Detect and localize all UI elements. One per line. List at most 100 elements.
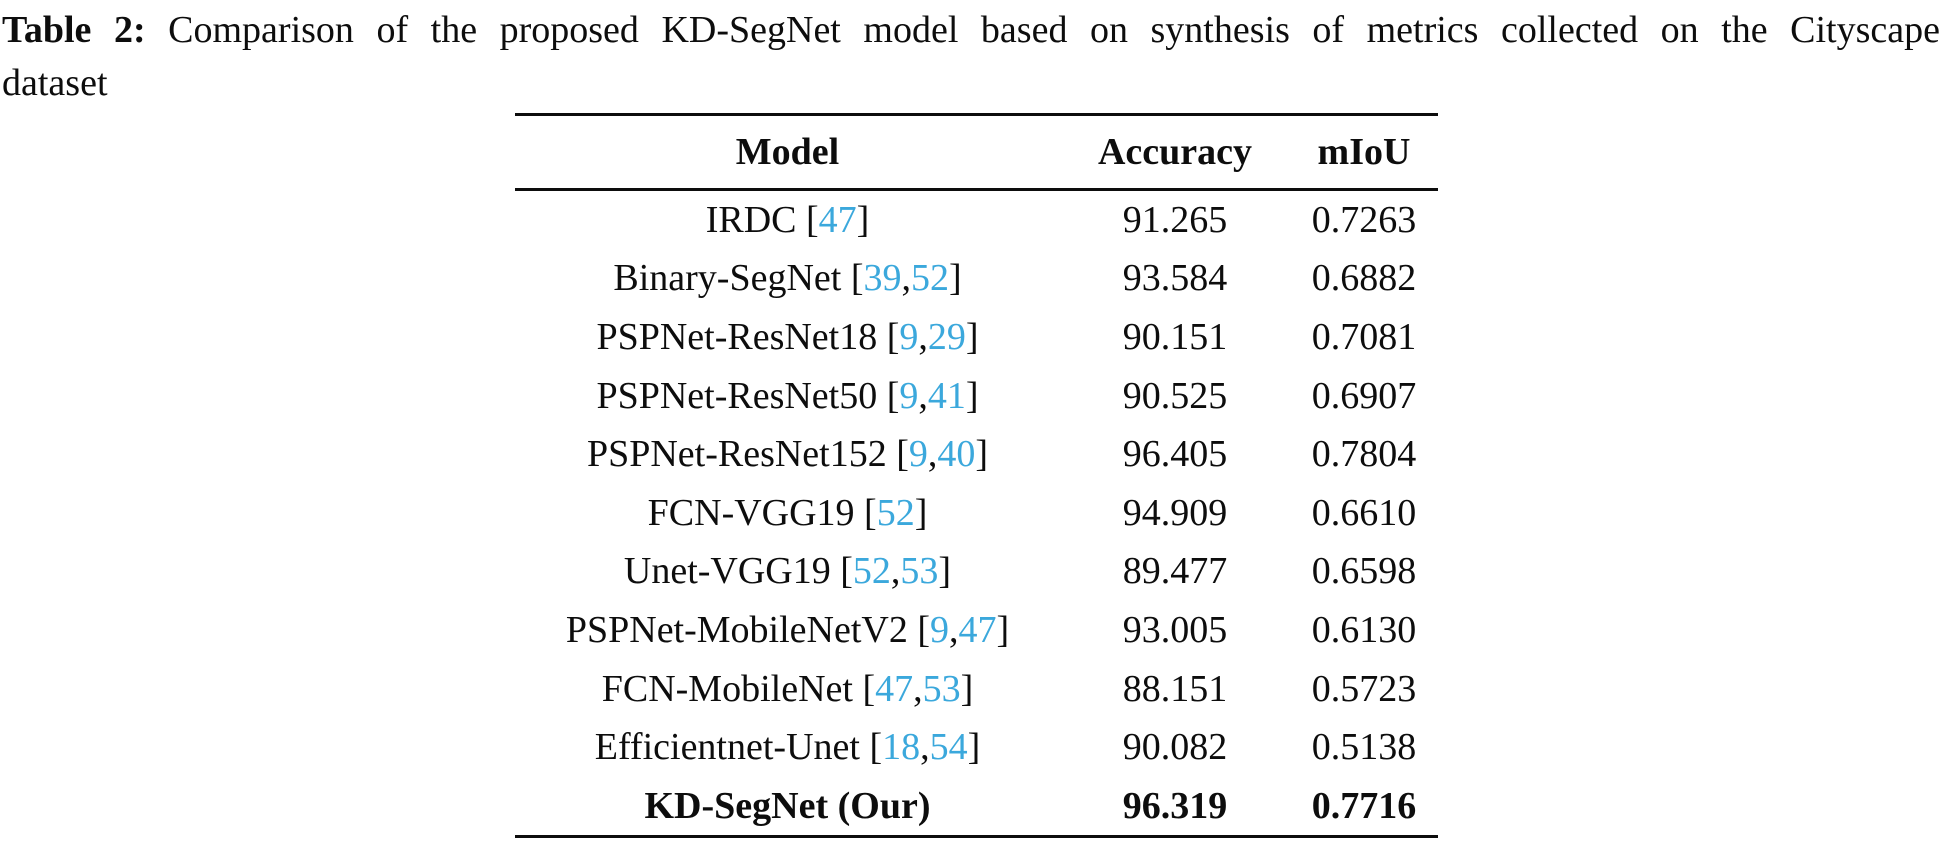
citation-open-bracket: [ [796, 198, 819, 241]
accuracy-cell: 90.082 [1122, 726, 1228, 769]
model-cell: IRDC [47] [515, 198, 1060, 242]
citation-close-bracket: ] [967, 726, 981, 769]
miou-cell: 0.6882 [1311, 257, 1417, 300]
table-bottom-rule [515, 835, 1438, 839]
miou-cell: 0.5723 [1311, 667, 1417, 710]
table-row: PSPNet-ResNet50 [9,41] 90.525 0.6907 [515, 366, 1438, 425]
model-name: FCN-MobileNet [601, 667, 853, 710]
citation-link[interactable]: 18 [882, 726, 921, 769]
citation-separator: , [901, 257, 911, 300]
table-row: Binary-SegNet [39,52] 93.584 0.6882 [515, 249, 1438, 308]
citation-link[interactable]: 52 [876, 491, 915, 534]
accuracy-cell: 91.265 [1122, 198, 1228, 241]
column-header-miou: mIoU [1317, 131, 1411, 173]
citation-open-bracket: [ [859, 726, 883, 769]
citation-open-bracket: [ [830, 550, 853, 593]
miou-cell: 0.5138 [1311, 726, 1417, 769]
citation-close-bracket: ] [948, 257, 962, 300]
caption-line-1: Table 2: Comparison of the proposed KD-S… [2, 4, 1940, 57]
model-cell: Efficientnet-Unet [18,54] [515, 725, 1060, 769]
citation-link[interactable]: 53 [900, 550, 939, 593]
model-name: Efficientnet-Unet [594, 726, 860, 769]
citation-close-bracket: ] [965, 316, 979, 359]
citation-open-bracket: [ [854, 491, 877, 534]
citation-link[interactable]: 9 [899, 374, 919, 417]
accuracy-cell: 93.584 [1122, 257, 1228, 300]
table-body: IRDC [47] 91.265 0.7263 Binary-SegNet [39,5… [515, 191, 1438, 836]
accuracy-cell: 96.405 [1122, 433, 1228, 476]
citation-link[interactable]: 52 [910, 257, 949, 300]
model-cell: FCN-MobileNet [47,53] [515, 667, 1060, 711]
table-caption: Table 2: Comparison of the proposed KD-S… [2, 4, 1940, 110]
citation-open-bracket: [ [877, 316, 900, 359]
citation-link[interactable]: 54 [929, 726, 968, 769]
miou-cell: 0.7804 [1311, 433, 1417, 476]
model-name: Unet-VGG19 [623, 550, 831, 593]
comparison-table: Model Accuracy mIoU IRDC [47] 91.265 0.726… [515, 113, 1438, 839]
citation-open-bracket: [ [886, 433, 909, 476]
caption-line-2: dataset [2, 62, 108, 104]
citation-link[interactable]: 29 [927, 316, 966, 359]
citation-link[interactable]: 9 [908, 433, 928, 476]
citation-close-bracket: ] [965, 374, 979, 417]
citation-link[interactable]: 53 [922, 667, 961, 710]
table-row: PSPNet-ResNet18 [9,29] 90.151 0.7081 [515, 308, 1438, 367]
accuracy-cell: 90.525 [1122, 374, 1228, 417]
citation-link[interactable]: 52 [852, 550, 891, 593]
citation-link[interactable]: 39 [863, 257, 902, 300]
model-cell: Unet-VGG19 [52,53] [515, 549, 1060, 593]
miou-cell: 0.6598 [1311, 550, 1417, 593]
accuracy-cell: 89.477 [1122, 550, 1228, 593]
table-row: PSPNet-ResNet152 [9,40] 96.405 0.7804 [515, 425, 1438, 484]
table-row: FCN-VGG19 [52] 94.909 0.6610 [515, 484, 1438, 543]
miou-cell: 0.6907 [1311, 374, 1417, 417]
citation-separator: , [913, 667, 923, 710]
citation-close-bracket: ] [960, 667, 974, 710]
caption-text: Comparison of the proposed KD-SegNet mod… [168, 9, 1940, 51]
citation-separator: , [890, 550, 901, 593]
citation-link[interactable]: 47 [875, 667, 914, 710]
model-cell: PSPNet-MobileNetV2 [9,47] [515, 608, 1060, 652]
citation-link[interactable]: 47 [958, 609, 997, 652]
citation-link[interactable]: 47 [818, 198, 857, 241]
accuracy-cell: 94.909 [1122, 491, 1228, 534]
accuracy-cell: 93.005 [1122, 609, 1228, 652]
model-cell: PSPNet-ResNet50 [9,41] [515, 374, 1060, 418]
table-header-rule [515, 188, 1438, 191]
citation-open-bracket: [ [907, 609, 930, 652]
citation-close-bracket: ] [914, 491, 928, 534]
citation-open-bracket: [ [841, 257, 864, 300]
model-name: PSPNet-ResNet152 [586, 433, 887, 476]
table-header-row: Model Accuracy mIoU [515, 116, 1438, 188]
citation-close-bracket: ] [975, 433, 989, 476]
model-cell: KD-SegNet (Our) [515, 784, 1060, 828]
caption-label: Table 2: [2, 9, 146, 51]
miou-cell: 0.6610 [1311, 491, 1417, 534]
citation-open-bracket: [ [877, 374, 900, 417]
model-name: PSPNet-ResNet50 [596, 374, 878, 417]
miou-cell: 0.7081 [1311, 316, 1417, 359]
citation-link[interactable]: 40 [937, 433, 976, 476]
table-row: Efficientnet-Unet [18,54] 90.082 0.5138 [515, 718, 1438, 777]
citation-close-bracket: ] [938, 550, 952, 593]
citation-link[interactable]: 9 [930, 609, 949, 652]
model-cell: PSPNet-ResNet18 [9,29] [515, 315, 1060, 359]
miou-cell: 0.6130 [1311, 609, 1417, 652]
citation-open-bracket: [ [852, 667, 876, 710]
miou-cell: 0.7716 [1311, 784, 1417, 827]
citation-separator: , [918, 374, 928, 417]
accuracy-cell: 96.319 [1122, 784, 1228, 827]
model-name: KD-SegNet (Our) [644, 784, 931, 827]
accuracy-cell: 90.151 [1122, 316, 1228, 359]
accuracy-cell: 88.151 [1122, 667, 1228, 710]
model-cell: FCN-VGG19 [52] [515, 491, 1060, 535]
citation-close-bracket: ] [996, 609, 1010, 652]
column-header-accuracy: Accuracy [1097, 131, 1253, 173]
citation-close-bracket: ] [856, 198, 870, 241]
model-name: PSPNet-MobileNetV2 [565, 609, 908, 652]
model-name: FCN-VGG19 [647, 491, 855, 534]
table-row: FCN-MobileNet [47,53] 88.151 0.5723 [515, 659, 1438, 718]
citation-link[interactable]: 41 [927, 374, 966, 417]
citation-link[interactable]: 9 [899, 316, 919, 359]
citation-separator: , [949, 609, 959, 652]
